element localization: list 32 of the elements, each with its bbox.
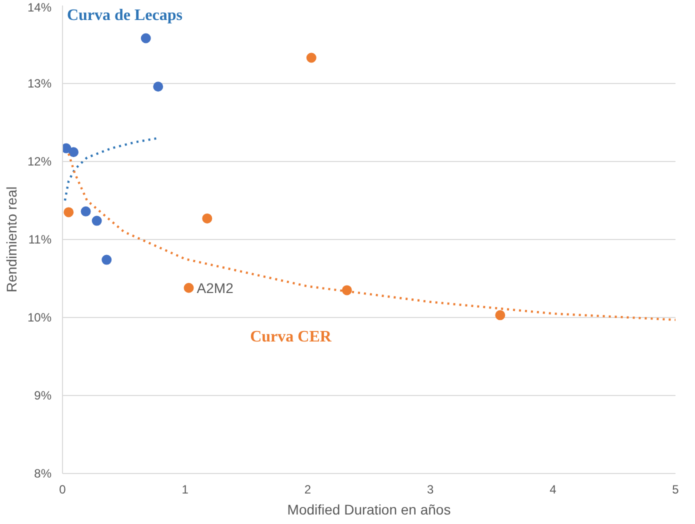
text: Curva de Lecaps [66,7,183,24]
y-tick-label: 12% [27,154,52,168]
point [184,282,194,293]
y-tick-label: 9% [34,388,52,402]
y-tick-label: 13% [27,76,52,90]
point [80,206,91,216]
y-tick-label: 10% [27,310,52,324]
point [140,33,151,44]
x-tick-label: 1 [182,482,189,496]
x-tick-label: 4 [550,482,557,496]
point [64,207,74,218]
y-tick-label: 11% [28,232,52,246]
x-tick-label: 5 [672,482,680,496]
point [495,310,506,320]
point [306,52,316,63]
line-series [64,137,160,202]
y-tick-label: 14% [27,0,52,14]
point [202,213,212,224]
point [342,285,352,296]
point [92,216,102,226]
x-tick-label: 3 [426,482,434,496]
annotation: A2M2 [196,280,234,296]
y-axis-title: Rendimiento real [3,186,20,292]
point [102,254,112,265]
point [153,82,164,92]
x-tick-label: 0 [59,482,66,496]
point [68,147,79,158]
text: Curva CER [250,328,332,346]
x-tick-label: 2 [304,482,312,496]
point [62,143,72,154]
y-tick-label: 8% [34,466,52,480]
x-axis-title: Modified Duration en años [287,502,451,518]
